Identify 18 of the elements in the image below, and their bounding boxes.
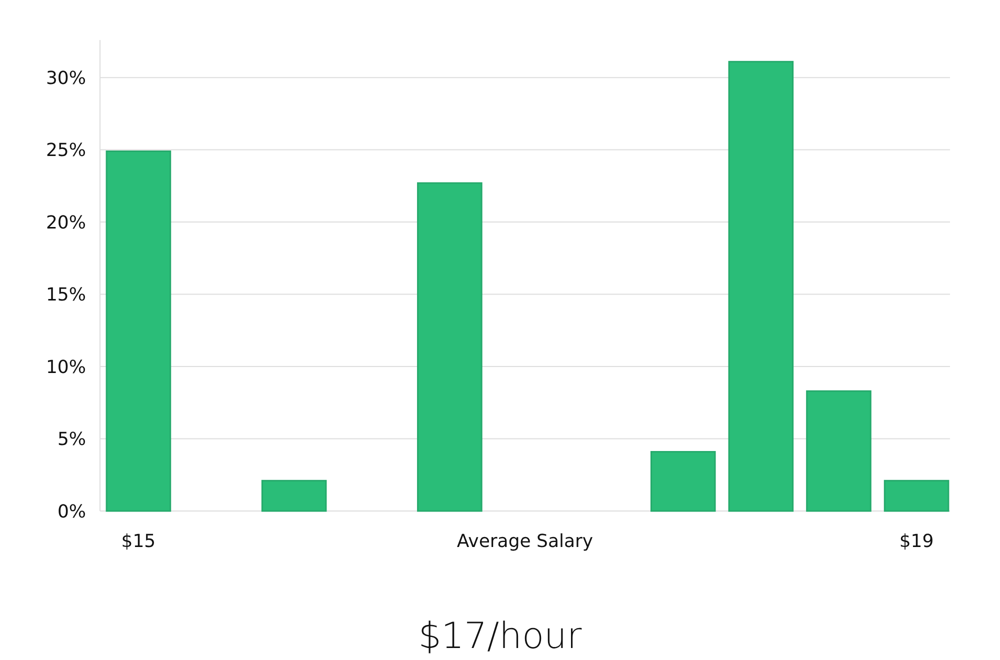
y-tick-label: 5% [57,429,86,450]
y-tick-label: 25% [46,140,86,162]
y-tick-label: 15% [46,284,86,306]
bar [417,182,482,512]
bar [728,60,794,512]
bar [261,480,327,512]
y-tick-label: 10% [46,356,86,378]
x-axis-title: Average Salary [456,531,594,552]
y-tick-label: 30% [46,68,86,89]
text: $17/hour [418,616,582,657]
bar [650,451,716,512]
x-tick-label: $15 [121,531,156,552]
y-tick-label: 0% [57,501,86,522]
bar [806,390,872,512]
bar [106,150,172,512]
x-tick-label: $19 [899,531,934,552]
bar [884,480,950,512]
y-tick-label: 20% [46,212,86,234]
